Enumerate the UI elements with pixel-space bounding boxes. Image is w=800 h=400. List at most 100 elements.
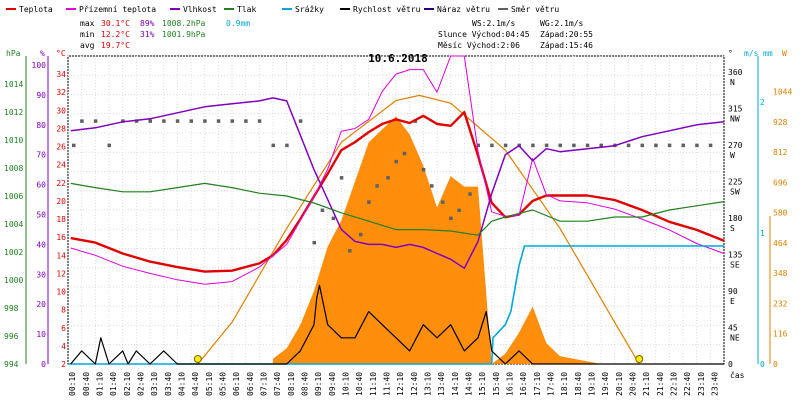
series-line-p-zemn-teplota bbox=[70, 55, 725, 285]
deg-dir-label: NE bbox=[730, 334, 740, 343]
wind-direction-point bbox=[271, 143, 275, 148]
ms-tick-label: 1 bbox=[760, 229, 765, 238]
x-tick-label: 18:40 bbox=[574, 372, 583, 396]
x-tick-label: 18:10 bbox=[560, 372, 569, 396]
pct-tick-label: 20 bbox=[36, 300, 46, 309]
wind-direction-point bbox=[80, 119, 84, 123]
w-tick-label: 812 bbox=[773, 148, 788, 157]
x-tick-label: 01:40 bbox=[109, 372, 118, 396]
c-tick-label: 16 bbox=[56, 233, 66, 242]
wind-direction-point bbox=[93, 119, 98, 123]
x-tick-label: 23:10 bbox=[697, 372, 706, 396]
series-line-vlhkost bbox=[70, 97, 725, 270]
wind-direction-point bbox=[449, 216, 453, 221]
hpa-tick-label: 1004 bbox=[4, 220, 23, 229]
deg-dir-label: S bbox=[730, 224, 735, 233]
legend-label: Vlhkost bbox=[183, 5, 217, 14]
pct-tick-label: 100 bbox=[32, 61, 47, 70]
c-tick-label: 10 bbox=[56, 288, 66, 297]
x-tick-label: 01:10 bbox=[95, 372, 104, 396]
sunset-marker bbox=[635, 355, 644, 363]
axes: hPa1014101210101008100610041002100099899… bbox=[4, 49, 792, 396]
x-tick-label: 05:40 bbox=[218, 372, 227, 396]
stat-ws: WS:2.1m/s bbox=[472, 19, 516, 28]
wind-direction-point bbox=[440, 200, 445, 204]
ms-unit: m/s bbox=[744, 49, 759, 58]
c-tick-label: 30 bbox=[56, 106, 66, 115]
pct-tick-label: 50 bbox=[36, 210, 46, 219]
w-tick-label: 232 bbox=[773, 299, 788, 308]
series-line-sr-ky bbox=[68, 245, 724, 365]
c-tick-label: 28 bbox=[56, 124, 66, 133]
wind-direction-point bbox=[134, 119, 139, 123]
x-tick-label: 11:10 bbox=[369, 372, 378, 396]
hpa-tick-label: 1002 bbox=[4, 248, 23, 257]
c-tick-label: 4 bbox=[61, 342, 66, 351]
wind-direction-point bbox=[285, 143, 289, 148]
deg-tick-label: 225 bbox=[728, 178, 743, 187]
x-tick-label: 06:10 bbox=[232, 372, 241, 396]
pct-tick-label: 30 bbox=[36, 270, 46, 279]
pct-tick-label: 40 bbox=[36, 240, 46, 249]
wind-direction-point bbox=[203, 119, 207, 123]
c-tick-label: 20 bbox=[56, 197, 66, 206]
c-tick-label: 18 bbox=[56, 215, 66, 224]
x-tick-label: 14:40 bbox=[464, 372, 473, 396]
deg-tick-label: 360 bbox=[728, 68, 743, 77]
stat-avg-label: avg bbox=[80, 41, 95, 50]
sunrise-marker bbox=[193, 355, 202, 363]
hpa-tick-label: 1000 bbox=[4, 276, 23, 285]
wind-direction-point bbox=[421, 167, 426, 172]
series-line-rychlost-v-tru bbox=[70, 284, 724, 365]
stat-moon: Měsíc Východ:2:06 bbox=[438, 41, 520, 50]
legend: Teplota Přízemní teplota Vlhkost Tlak Srážky… bbox=[6, 5, 559, 14]
c-tick-label: 6 bbox=[61, 324, 66, 333]
wind-direction-point bbox=[708, 143, 713, 148]
wind-direction-point bbox=[503, 143, 508, 148]
series-line-tlak bbox=[70, 182, 725, 236]
wind-direction-point bbox=[162, 119, 166, 123]
wind-direction-point bbox=[654, 143, 658, 148]
deg-tick-label: 180 bbox=[728, 214, 743, 223]
wind-direction-point bbox=[640, 143, 644, 148]
wind-direction-point bbox=[367, 200, 371, 204]
stat-max-rain: 0.9mm bbox=[226, 19, 250, 28]
stat-sunset: Západ:20:55 bbox=[540, 30, 593, 39]
deg-tick-label: 0 bbox=[728, 360, 733, 369]
hpa-tick-label: 1012 bbox=[4, 108, 23, 117]
wind-direction-point bbox=[585, 143, 590, 148]
x-tick-label: 10:40 bbox=[355, 372, 364, 396]
wind-direction-point bbox=[312, 240, 316, 245]
stat-wg: WG:2.1m/s bbox=[540, 19, 584, 28]
series-line-teplota bbox=[70, 111, 725, 273]
hpa-tick-label: 994 bbox=[4, 360, 19, 369]
legend-label: Tlak bbox=[237, 5, 256, 14]
time-axis-label: čas bbox=[730, 370, 745, 380]
deg-dir-label: N bbox=[730, 78, 735, 87]
x-tick-label: 17:40 bbox=[546, 372, 555, 396]
deg-dir-label: E bbox=[730, 297, 735, 306]
wind-direction-point bbox=[175, 119, 180, 123]
pct-tick-label: 70 bbox=[36, 151, 46, 160]
w-tick-label: 580 bbox=[773, 209, 788, 218]
c-tick-label: 24 bbox=[56, 161, 66, 170]
pct-tick-label: 90 bbox=[36, 91, 46, 100]
wind-direction-point bbox=[468, 192, 472, 196]
x-tick-label: 06:40 bbox=[246, 372, 255, 396]
x-tick-label: 15:10 bbox=[478, 372, 487, 396]
wind-direction-point bbox=[457, 208, 461, 212]
deg-dir-label: SW bbox=[730, 188, 740, 197]
wind-direction-point bbox=[71, 143, 76, 148]
legend-label: Teplota bbox=[19, 5, 53, 14]
wind-direction-point bbox=[358, 232, 363, 237]
pct-tick-label: 80 bbox=[36, 121, 46, 130]
w-tick-label: 116 bbox=[773, 330, 788, 339]
stat-sun: Slunce Východ:04:45 bbox=[438, 30, 530, 39]
hpa-tick-label: 1014 bbox=[4, 80, 23, 89]
wind-direction-point bbox=[544, 143, 549, 148]
x-tick-label: 02:40 bbox=[136, 372, 145, 396]
x-tick-label: 13:10 bbox=[423, 372, 432, 396]
wind-direction-point bbox=[558, 143, 562, 148]
wind-direction-point bbox=[572, 143, 576, 148]
